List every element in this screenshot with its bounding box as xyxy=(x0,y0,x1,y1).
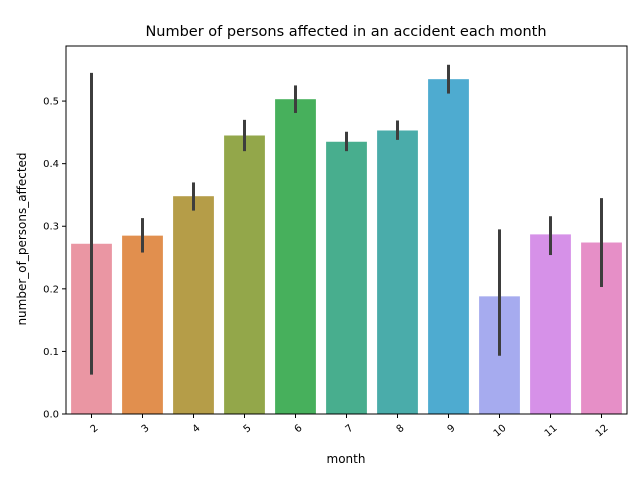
x-tick-label: 2 xyxy=(89,423,101,436)
x-tick-label: 11 xyxy=(543,423,560,440)
bar-9 xyxy=(428,79,469,414)
bar-8 xyxy=(377,130,418,414)
x-tick-label: 4 xyxy=(191,423,203,436)
x-axis-label: month xyxy=(327,452,366,466)
y-tick-label: 0.1 xyxy=(43,347,59,358)
x-tick-label: 5 xyxy=(242,423,254,436)
bar-6 xyxy=(275,99,316,415)
bar-5 xyxy=(224,135,265,415)
bar-7 xyxy=(326,141,367,414)
bar-4 xyxy=(173,196,214,414)
x-tick-label: 12 xyxy=(594,423,611,440)
y-tick-label: 0.5 xyxy=(43,97,59,108)
x-tick-label: 8 xyxy=(395,423,407,436)
chart-title: Number of persons affected in an acciden… xyxy=(145,24,546,40)
y-axis: 0.0 0.1 0.2 0.3 0.4 0.5 xyxy=(43,97,66,421)
x-tick-label: 3 xyxy=(140,423,152,436)
y-tick-label: 0.4 xyxy=(43,159,59,170)
y-tick-label: 0.3 xyxy=(43,222,59,233)
x-tick-label: 9 xyxy=(446,423,458,436)
x-axis: 2 3 4 5 6 7 8 9 10 11 12 xyxy=(89,414,611,439)
bars-group xyxy=(71,79,622,415)
y-tick-label: 0.0 xyxy=(43,410,59,421)
x-tick-label: 7 xyxy=(344,423,356,436)
x-tick-label: 10 xyxy=(492,423,509,440)
plot-frame xyxy=(65,45,628,415)
y-axis-label: number_of_persons_affected xyxy=(15,152,29,325)
error-bars-group xyxy=(90,64,603,375)
bar-11 xyxy=(530,234,571,414)
x-tick-label: 6 xyxy=(293,423,305,436)
bar-3 xyxy=(122,235,163,414)
y-tick-label: 0.2 xyxy=(43,284,59,295)
